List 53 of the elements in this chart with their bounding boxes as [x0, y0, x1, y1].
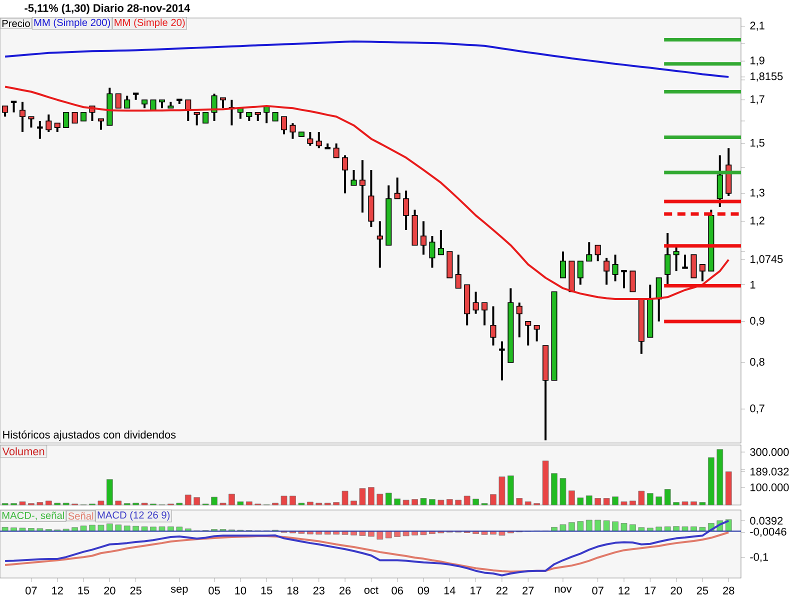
x-tick-label: 12	[618, 586, 630, 594]
chart-title: -5,11% (1,30) Diario 28-nov-2014	[24, 4, 190, 14]
x-tick-label: 26	[340, 586, 351, 594]
series-label: MACD-, señal	[2, 512, 64, 520]
x-tick-label: 25	[130, 586, 142, 594]
x-tick-label: 17	[644, 586, 656, 594]
series-label: MACD (12 26 9)	[98, 511, 170, 521]
y-tick-label: 1,8155	[750, 72, 783, 82]
text: MM (Simple 20)	[114, 18, 185, 28]
y-tick-label: 2,1	[750, 22, 764, 31]
y-tick-label: 0,7	[750, 404, 764, 414]
y-tick-label: 189.032	[750, 468, 789, 476]
x-tick-label: 25	[696, 586, 708, 594]
x-tick-label: nov	[554, 586, 572, 593]
chart-title: Volumen	[2, 447, 44, 456]
x-tick-label: 20	[670, 586, 682, 594]
text: MM (Simple 200)	[34, 18, 110, 28]
x-tick-label: 20	[104, 586, 116, 594]
y-tick-label: 100.000	[750, 483, 789, 492]
y-tick-label: 1,0745	[750, 255, 783, 264]
x-tick-label: 10	[235, 586, 246, 594]
y-tick-label: 0,8	[750, 358, 764, 367]
y-tick-label: 300.000	[750, 448, 789, 456]
y-tick-label: -0,0046	[750, 528, 786, 537]
x-tick-label: 28	[723, 586, 734, 594]
y-tick-label: 1,7	[750, 95, 764, 104]
x-tick-label: 09	[418, 586, 430, 594]
y-tick-label: 0.0392	[750, 516, 783, 525]
x-tick-label: 17	[470, 586, 482, 594]
text: Precio	[2, 20, 30, 28]
x-tick-label: 18	[287, 586, 298, 594]
x-tick-label: 07	[26, 586, 37, 594]
annotation: Históricos ajustados con dividendos	[3, 430, 176, 441]
y-tick-label: 0,9	[750, 316, 764, 326]
text: Señal	[68, 512, 94, 520]
y-tick-label: 1,5	[750, 138, 764, 148]
x-tick-label: 14	[444, 586, 456, 594]
x-tick-label: oct	[364, 586, 378, 594]
x-tick-label: 23	[313, 586, 324, 594]
x-tick-label: 15	[261, 586, 272, 594]
x-tick-label: sep	[170, 586, 188, 595]
x-tick-label: 05	[208, 586, 220, 594]
x-tick-label: 15	[78, 586, 90, 594]
x-tick-label: 07	[592, 586, 604, 594]
x-tick-label: 12	[52, 586, 63, 594]
y-tick-label: -0,1	[750, 553, 768, 562]
y-tick-label: 1,3	[750, 188, 764, 198]
y-tick-label: 1,9	[750, 56, 764, 66]
x-tick-label: 22	[496, 586, 508, 594]
x-tick-label: 06	[392, 586, 403, 594]
y-tick-label: 1,2	[750, 216, 764, 226]
x-tick-label: 27	[522, 586, 534, 594]
y-tick-label: 1	[750, 280, 756, 288]
